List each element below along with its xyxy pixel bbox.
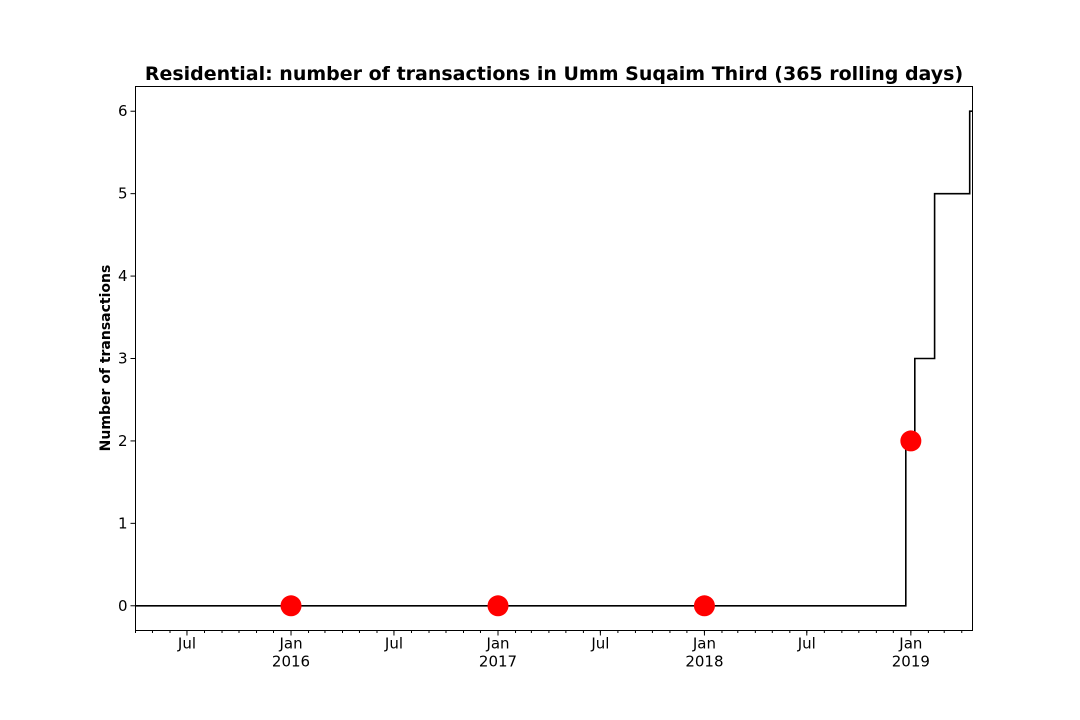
data-point-marker <box>900 430 922 452</box>
x-tick-year-label: 2018 <box>685 653 723 671</box>
x-tick-label: Jan <box>898 635 922 653</box>
x-tick-year-label: 2019 <box>892 653 930 671</box>
y-tick-label: 0 <box>118 597 128 615</box>
y-tick-label: 4 <box>118 267 128 285</box>
y-tick-label: 5 <box>118 185 128 203</box>
x-tick-year-label: 2017 <box>479 653 517 671</box>
y-axis: 0 1 2 3 4 5 6 <box>118 102 136 615</box>
y-axis-label: Number of transactions <box>98 265 114 452</box>
plot-area <box>135 110 973 617</box>
x-tick-label: Jul <box>384 635 403 653</box>
x-tick-label: Jan <box>485 635 509 653</box>
y-tick-label: 1 <box>118 514 128 532</box>
x-tick-year-label: 2016 <box>272 653 310 671</box>
chart-title: Residential: number of transactions in U… <box>145 63 963 85</box>
plot-frame <box>135 86 973 631</box>
data-point-marker <box>280 595 302 617</box>
y-tick-label: 3 <box>118 350 128 368</box>
y-tick-label: 2 <box>118 432 128 450</box>
data-point-marker <box>487 595 509 617</box>
x-tick-label: Jul <box>590 635 609 653</box>
x-tick-label: Jan <box>692 635 716 653</box>
transactions-step-line <box>135 110 973 607</box>
y-tick-label: 6 <box>118 102 128 120</box>
x-tick-label: Jul <box>177 635 196 653</box>
x-tick-label: Jul <box>797 635 816 653</box>
x-tick-label: Jan <box>278 635 302 653</box>
data-point-marker <box>693 595 715 617</box>
